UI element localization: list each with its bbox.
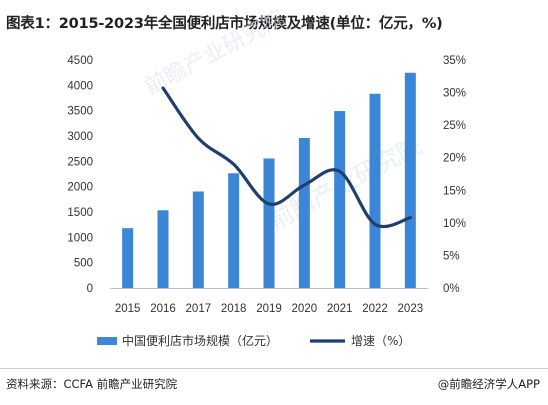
x-tick-label: 2019 [256, 303, 282, 315]
right-y-tick-label: 30% [443, 88, 466, 100]
legend-label-bar: 中国便利店市场规模（亿元） [122, 333, 278, 348]
bar [298, 137, 310, 288]
x-tick-label: 2015 [115, 303, 141, 315]
x-tick-label: 2018 [221, 303, 247, 315]
left-y-tick-label: 3000 [67, 131, 93, 143]
x-tick-label: 2020 [292, 303, 318, 315]
left-y-tick-label: 4500 [67, 55, 93, 67]
bar-series [122, 72, 416, 289]
right-y-tick-label: 10% [443, 218, 466, 230]
bar [228, 173, 240, 288]
left-y-tick-label: 3500 [67, 106, 93, 118]
chart-title: 图表1：2015-2023年全国便利店市场规模及增速(单位：亿元，%) [6, 16, 443, 32]
line-series [161, 86, 412, 229]
legend-label-line: 增速（%） [351, 334, 410, 348]
bar [157, 210, 169, 288]
x-tick-label: 2022 [362, 303, 388, 315]
bar [192, 191, 204, 288]
source-note: 资料来源：CCFA 前瞻产业研究院 [6, 377, 178, 391]
watermark-text: 前瞻产业研究院 [141, 6, 289, 100]
brand-credit: @前瞻经济学人APP [437, 377, 540, 391]
footer-divider [0, 368, 548, 369]
right-y-tick-label: 0% [443, 283, 460, 295]
left-y-tick-label: 500 [74, 258, 93, 270]
bar [404, 72, 416, 288]
left-y-tick-label: 2000 [67, 182, 93, 194]
right-y-tick-label: 25% [443, 120, 466, 132]
legend: 中国便利店市场规模（亿元） 增速（%） [97, 333, 410, 348]
right-y-tick-label: 5% [443, 250, 460, 262]
left-y-tick-label: 0 [87, 283, 93, 295]
right-y-axis: 0% 5% 10% 15% 20% 25% 30% 35% [443, 55, 466, 295]
x-tick-label: 2023 [398, 303, 424, 315]
left-y-tick-label: 1500 [67, 207, 93, 219]
left-y-tick-label: 2500 [67, 156, 93, 168]
growth-line [161, 86, 412, 229]
right-y-tick-label: 20% [443, 153, 466, 165]
legend-swatch-bar [97, 337, 117, 345]
bar [334, 111, 346, 289]
bar [122, 228, 134, 288]
left-y-tick-label: 1000 [67, 232, 93, 244]
x-axis: 2015 2016 2017 2018 2019 2020 2021 2022 2023 [115, 303, 423, 315]
left-y-axis: 0 500 1000 1500 2000 2500 3000 3500 4000 4500 [67, 55, 93, 295]
x-tick-label: 2021 [327, 303, 353, 315]
x-tick-label: 2017 [186, 303, 212, 315]
bar [369, 93, 381, 288]
left-y-tick-label: 4000 [67, 80, 93, 92]
right-y-tick-label: 15% [443, 185, 466, 197]
x-tick-label: 2016 [150, 303, 176, 315]
bar [263, 158, 275, 288]
right-y-tick-label: 35% [443, 55, 466, 67]
